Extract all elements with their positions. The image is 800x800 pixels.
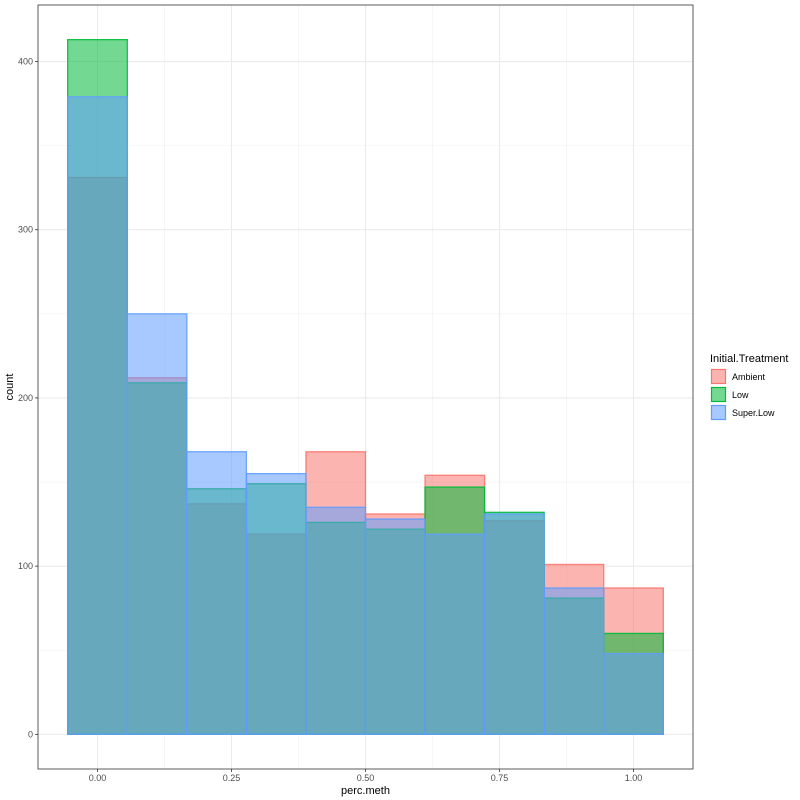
y-tick-label: 100 [18, 561, 33, 571]
x-tick-label: 0.75 [491, 773, 509, 783]
x-tick-label: 0.00 [89, 773, 107, 783]
histogram-bars [67, 39, 664, 735]
x-tick-label: 1.00 [625, 773, 643, 783]
histogram-bar [603, 652, 664, 735]
y-tick-label: 400 [18, 57, 33, 67]
y-axis-title: count [4, 374, 16, 401]
legend-label: Low [732, 390, 749, 400]
x-tick-label: 0.50 [357, 773, 375, 783]
y-tick-label: 300 [18, 225, 33, 235]
histogram-bar [245, 472, 307, 735]
histogram-bar [67, 96, 128, 735]
y-axis: 0 100 200 300 400 [18, 57, 38, 739]
legend-swatch [710, 386, 727, 403]
x-tick-label: 0.25 [223, 773, 241, 783]
histogram-bar [543, 587, 605, 735]
legend-swatch [710, 404, 727, 421]
legend: Initial.Treatment Ambient Low Super.Low [710, 353, 788, 421]
x-axis: 0.00 0.25 0.50 0.75 1.00 [89, 769, 643, 783]
x-axis-title: perc.meth [341, 785, 390, 797]
legend-label: Ambient [732, 372, 766, 382]
histogram-bar [483, 513, 545, 735]
legend-swatch [710, 368, 727, 385]
histogram-bar [186, 451, 248, 735]
series-super-low [67, 96, 664, 735]
histogram-bar [305, 506, 367, 735]
legend-title: Initial.Treatment [710, 353, 788, 365]
legend-label: Super.Low [732, 408, 775, 418]
histogram-bar [424, 533, 486, 735]
histogram-bar [126, 313, 188, 735]
histogram-bar [364, 518, 426, 735]
y-tick-label: 200 [18, 393, 33, 403]
y-tick-label: 0 [28, 729, 33, 739]
